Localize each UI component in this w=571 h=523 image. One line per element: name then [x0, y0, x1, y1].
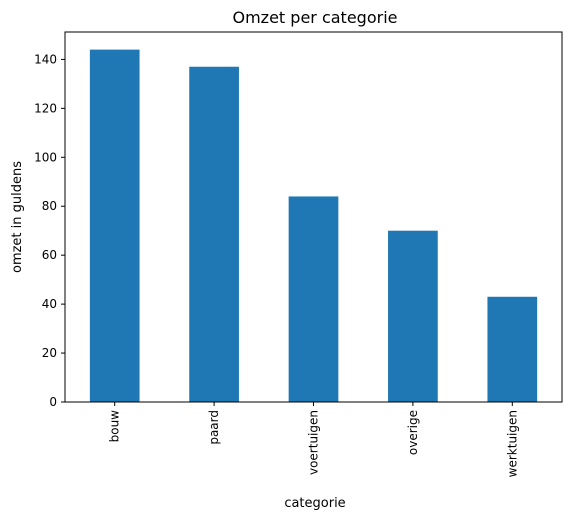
- bar-voertuigen: [289, 196, 339, 402]
- bar-bouw: [90, 50, 140, 402]
- x-tick-label: overige: [406, 410, 420, 455]
- x-tick-label: voertuigen: [307, 410, 321, 475]
- x-tick-label: bouw: [108, 410, 122, 443]
- y-axis-label: omzet in guldens: [10, 161, 25, 273]
- x-axis: bouw paard voertuigen overige werktuigen: [108, 402, 520, 477]
- bar-paard: [189, 67, 239, 402]
- y-tick-label: 20: [42, 346, 57, 360]
- y-tick-label: 140: [34, 52, 57, 66]
- chart-title: Omzet per categorie: [233, 8, 398, 27]
- bar-overige: [388, 231, 438, 402]
- y-axis: 0 20 40 60 80 100 120 140: [34, 52, 65, 409]
- x-axis-label: categorie: [284, 496, 345, 511]
- bars-layer: [90, 50, 537, 402]
- y-tick-label: 40: [42, 297, 57, 311]
- y-tick-label: 0: [49, 395, 57, 409]
- y-tick-label: 60: [42, 248, 57, 262]
- y-tick-label: 80: [42, 199, 57, 213]
- x-tick-label: paard: [207, 410, 221, 445]
- x-tick-label: werktuigen: [505, 410, 519, 477]
- y-tick-label: 120: [34, 101, 57, 115]
- bar-werktuigen: [487, 297, 537, 402]
- y-tick-label: 100: [34, 150, 57, 164]
